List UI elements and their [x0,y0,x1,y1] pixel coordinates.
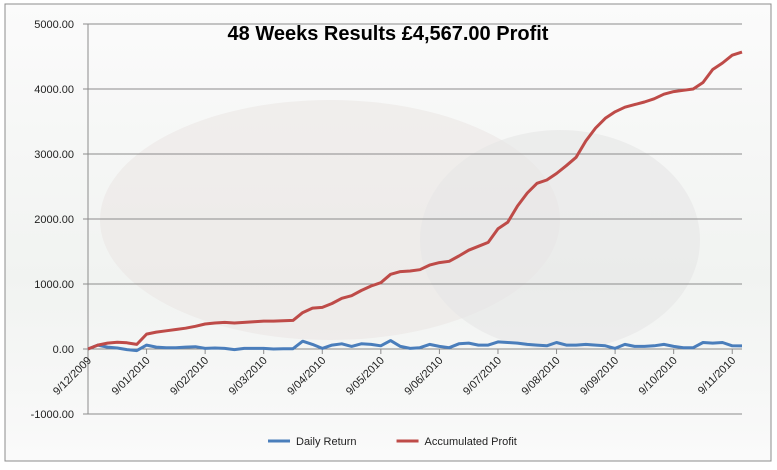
series-line [87,50,743,351]
background-figure [420,130,700,350]
y-tick-label: 1000.00 [34,279,74,291]
series-line [87,339,743,353]
chart-title: 48 Weeks Results £4,567.00 Profit [228,23,549,45]
y-tick-label: 4000.00 [34,84,74,96]
y-tick-label: 0.00 [53,344,74,356]
y-tick-label: 3000.00 [34,149,74,161]
y-tick-label: -1000.00 [31,409,74,421]
y-tick-label: 2000.00 [34,214,74,226]
legend-label: Daily Return [296,436,357,448]
legend-label: Accumulated Profit [425,436,517,448]
y-tick-label: 5000.00 [34,19,74,31]
